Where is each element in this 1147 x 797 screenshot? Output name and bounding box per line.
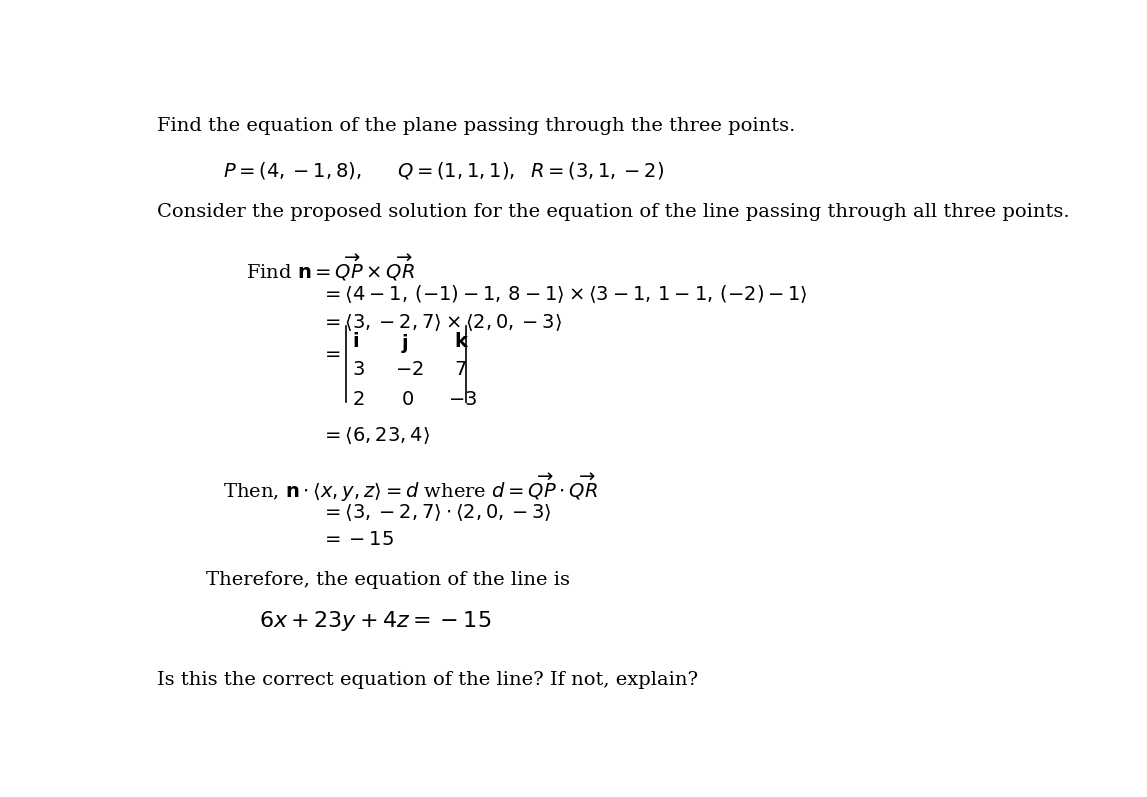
Text: $R = (3, 1, -2)$: $R = (3, 1, -2)$ — [530, 160, 664, 181]
Text: $= \langle 3,-2,7\rangle \times \langle 2,0,-3\rangle$: $= \langle 3,-2,7\rangle \times \langle … — [321, 312, 562, 332]
Text: Then, $\mathbf{n} \cdot \langle x, y, z\rangle = d$ where $d = \overrightarrow{Q: Then, $\mathbf{n} \cdot \langle x, y, z\… — [224, 471, 599, 504]
Text: $= \langle 3, -2, 7\rangle \cdot \langle 2, 0, -3\rangle$: $= \langle 3, -2, 7\rangle \cdot \langle… — [321, 502, 552, 523]
Text: $Q = (1, 1, 1),$: $Q = (1, 1, 1),$ — [397, 160, 515, 181]
Text: $= -15$: $= -15$ — [321, 532, 395, 549]
Text: $7$: $7$ — [454, 361, 467, 379]
Text: $3$: $3$ — [352, 361, 365, 379]
Text: Consider the proposed solution for the equation of the line passing through all : Consider the proposed solution for the e… — [157, 203, 1069, 221]
Text: Find $\mathbf{n} = \overrightarrow{QP} \times \overrightarrow{QR}$: Find $\mathbf{n} = \overrightarrow{QP} \… — [245, 252, 414, 283]
Text: $= \langle 4-1,\,(-1)-1,\,8-1\rangle \times \langle 3-1,\,1-1,\,(-2)-1\rangle$: $= \langle 4-1,\,(-1)-1,\,8-1\rangle \ti… — [321, 283, 807, 304]
Text: Find the equation of the plane passing through the three points.: Find the equation of the plane passing t… — [157, 117, 795, 135]
Text: $-3$: $-3$ — [448, 391, 477, 409]
Text: $\mathbf{j}$: $\mathbf{j}$ — [401, 332, 408, 355]
Text: $P = (4, -1, 8),$: $P = (4, -1, 8),$ — [224, 160, 361, 181]
Text: $0$: $0$ — [401, 391, 414, 409]
Text: $2$: $2$ — [352, 391, 365, 409]
Text: $\mathbf{k}$: $\mathbf{k}$ — [454, 332, 470, 351]
Text: $=$: $=$ — [321, 344, 342, 363]
Text: $= \langle 6, 23, 4\rangle$: $= \langle 6, 23, 4\rangle$ — [321, 425, 430, 446]
Text: $\mathbf{i}$: $\mathbf{i}$ — [352, 332, 359, 351]
Text: $-2$: $-2$ — [395, 361, 423, 379]
Text: Therefore, the equation of the line is: Therefore, the equation of the line is — [205, 571, 570, 589]
Text: $6x + 23y + 4z = -15$: $6x + 23y + 4z = -15$ — [259, 609, 491, 634]
Text: Is this the correct equation of the line? If not, explain?: Is this the correct equation of the line… — [157, 671, 697, 689]
